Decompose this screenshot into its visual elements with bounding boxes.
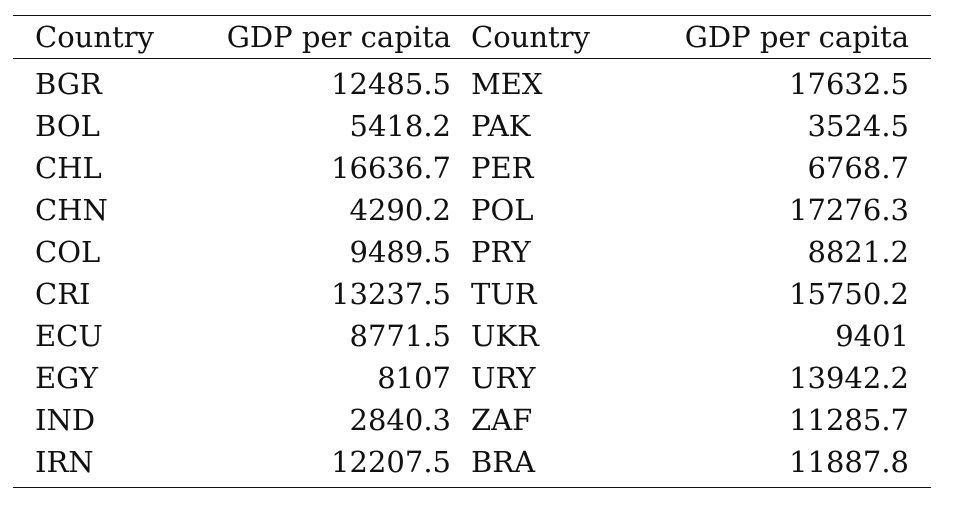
column-header-gdp-2: GDP per capita — [684, 20, 909, 54]
gdp-cell: 16636.7 — [331, 151, 451, 185]
country-cell: MEX — [471, 67, 543, 101]
country-cell: PRY — [471, 235, 531, 269]
country-cell: POL — [471, 193, 534, 227]
gdp-cell: 6768.7 — [807, 151, 909, 185]
country-cell: ECU — [35, 319, 103, 353]
column-header-gdp-1: GDP per capita — [226, 20, 451, 54]
gdp-cell: 2840.3 — [349, 403, 451, 437]
country-cell: URY — [471, 361, 536, 395]
gdp-cell: 15750.2 — [789, 277, 909, 311]
gdp-cell: 11887.8 — [789, 445, 909, 479]
gdp-cell: 17276.3 — [789, 193, 909, 227]
country-cell: EGY — [35, 361, 98, 395]
table-row: ECU 8771.5 UKR 9401 — [13, 315, 931, 357]
country-cell: IND — [35, 403, 96, 437]
table-row: CHN 4290.2 POL 17276.3 — [13, 189, 931, 231]
gdp-cell: 8771.5 — [349, 319, 451, 353]
country-cell: BGR — [35, 67, 102, 101]
table-row: BOL 5418.2 PAK 3524.5 — [13, 105, 931, 147]
country-cell: IRN — [35, 445, 94, 479]
gdp-cell: 3524.5 — [807, 109, 909, 143]
column-header-country-1: Country — [35, 20, 154, 54]
table-row: IRN 12207.5 BRA 11887.8 — [13, 441, 931, 488]
table-row: COL 9489.5 PRY 8821.2 — [13, 231, 931, 273]
header-row: Country GDP per capita Country GDP per c… — [13, 15, 931, 59]
country-cell: CHL — [35, 151, 102, 185]
gdp-cell: 9489.5 — [349, 235, 451, 269]
country-cell: CHN — [35, 193, 108, 227]
gdp-cell: 13237.5 — [331, 277, 451, 311]
country-cell: COL — [35, 235, 101, 269]
table-row: IND 2840.3 ZAF 11285.7 — [13, 399, 931, 441]
country-cell: PER — [471, 151, 534, 185]
table-row: BGR 12485.5 MEX 17632.5 — [13, 59, 931, 106]
gdp-cell: 9401 — [835, 319, 909, 353]
gdp-cell: 5418.2 — [349, 109, 451, 143]
gdp-cell: 17632.5 — [789, 67, 909, 101]
country-cell: PAK — [471, 109, 531, 143]
gdp-cell: 8107 — [377, 361, 451, 395]
table-row: CHL 16636.7 PER 6768.7 — [13, 147, 931, 189]
gdp-cell: 4290.2 — [349, 193, 451, 227]
gdp-cell: 11285.7 — [789, 403, 909, 437]
country-cell: ZAF — [471, 403, 533, 437]
gdp-table-container: Country GDP per capita Country GDP per c… — [13, 15, 931, 488]
gdp-cell: 13942.2 — [789, 361, 909, 395]
gdp-cell: 12485.5 — [331, 67, 451, 101]
country-cell: CRI — [35, 277, 91, 311]
table-row: EGY 8107 URY 13942.2 — [13, 357, 931, 399]
gdp-cell: 12207.5 — [331, 445, 451, 479]
country-cell: BOL — [35, 109, 100, 143]
column-header-country-2: Country — [471, 20, 590, 54]
gdp-cell: 8821.2 — [807, 235, 909, 269]
country-cell: UKR — [471, 319, 539, 353]
gdp-per-capita-table: Country GDP per capita Country GDP per c… — [13, 15, 931, 488]
country-cell: TUR — [471, 277, 537, 311]
table-row: CRI 13237.5 TUR 15750.2 — [13, 273, 931, 315]
country-cell: BRA — [471, 445, 536, 479]
